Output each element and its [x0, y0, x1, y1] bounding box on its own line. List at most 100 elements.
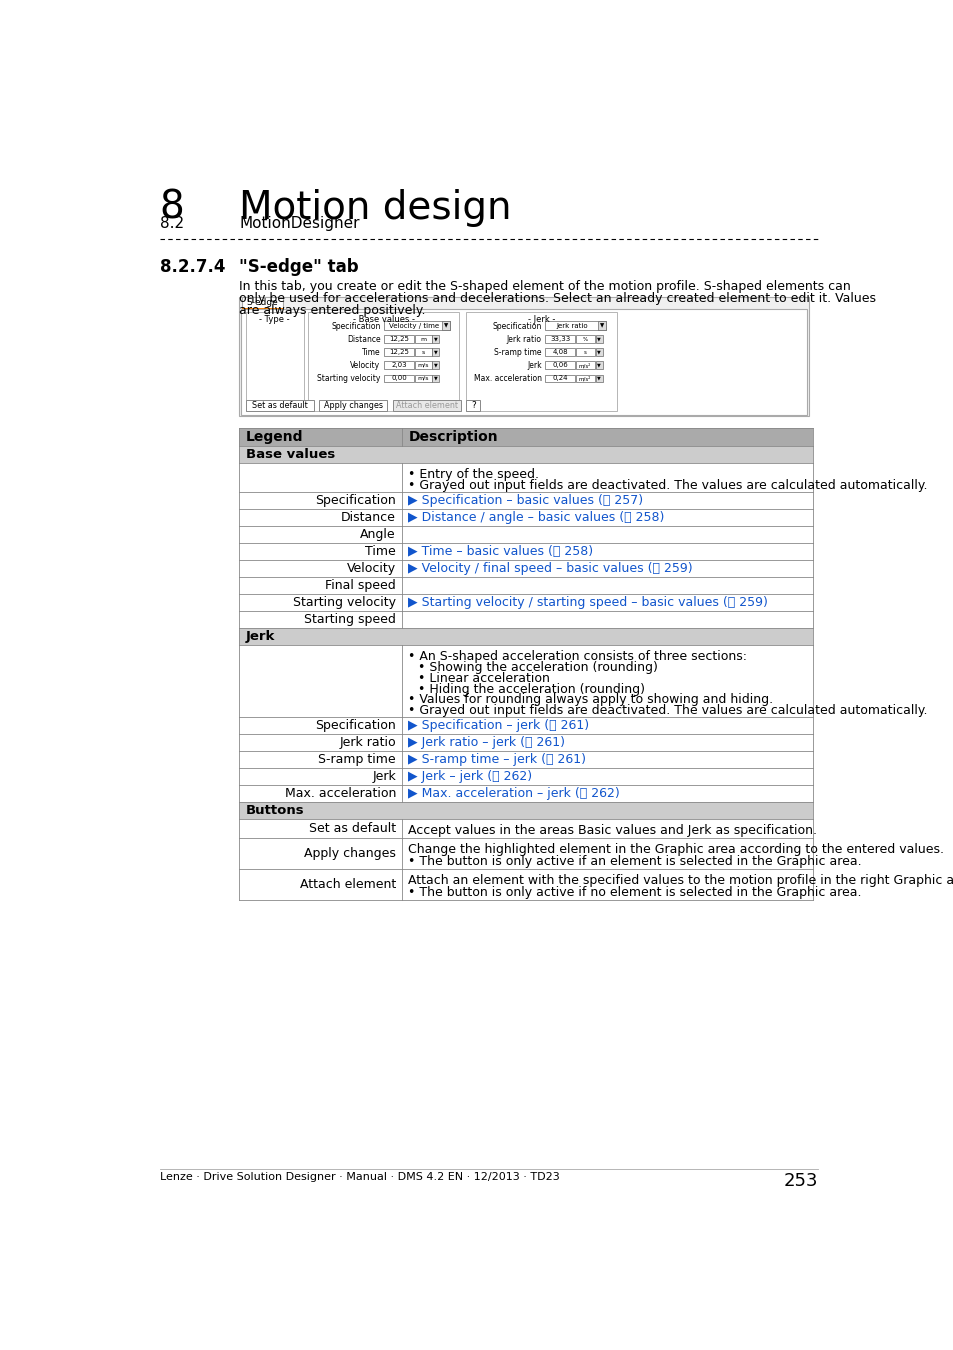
Bar: [432, 335, 439, 343]
Bar: [239, 509, 812, 526]
Bar: [415, 348, 431, 356]
Bar: [242, 308, 282, 309]
Text: ▶ Time – basic values (⎙ 258): ▶ Time – basic values (⎙ 258): [408, 545, 593, 558]
Bar: [384, 335, 414, 343]
Text: S-edge: S-edge: [247, 298, 278, 308]
Bar: [239, 734, 812, 751]
Bar: [242, 297, 282, 309]
Text: S-ramp time: S-ramp time: [318, 753, 395, 765]
Text: Set as default: Set as default: [252, 401, 307, 410]
Bar: [596, 374, 602, 382]
Text: Jerk ratio: Jerk ratio: [557, 323, 588, 329]
Text: S-ramp time: S-ramp time: [494, 348, 541, 356]
Bar: [415, 335, 431, 343]
Text: m/s: m/s: [416, 375, 428, 381]
Text: • The button is only active if no element is selected in the Graphic area.: • The button is only active if no elemen…: [408, 886, 861, 899]
Bar: [575, 348, 595, 356]
Bar: [245, 400, 314, 410]
Text: MotionDesigner: MotionDesigner: [239, 216, 359, 231]
Text: ▼: ▼: [433, 350, 436, 355]
Bar: [245, 312, 303, 412]
Bar: [239, 838, 812, 869]
Bar: [239, 612, 812, 628]
Text: Specification: Specification: [492, 321, 541, 331]
Text: ▶ Distance / angle – basic values (⎙ 258): ▶ Distance / angle – basic values (⎙ 258…: [408, 512, 664, 524]
Text: • Grayed out input fields are deactivated. The values are calculated automatical: • Grayed out input fields are deactivate…: [408, 479, 927, 493]
Bar: [241, 309, 806, 414]
Bar: [239, 428, 812, 446]
Text: Time: Time: [365, 545, 395, 558]
Text: Base values: Base values: [245, 448, 335, 462]
Bar: [239, 526, 812, 543]
Text: ▼: ▼: [444, 324, 448, 328]
Bar: [384, 321, 450, 329]
Bar: [545, 362, 575, 369]
Bar: [432, 348, 439, 356]
Text: • The button is only active if an element is selected in the Graphic area.: • The button is only active if an elemen…: [408, 855, 862, 868]
Text: 33,33: 33,33: [550, 336, 570, 342]
Text: - Jerk -: - Jerk -: [527, 316, 555, 324]
Text: Apply changes: Apply changes: [304, 846, 395, 860]
Text: Attach element: Attach element: [395, 401, 457, 410]
Bar: [598, 321, 605, 329]
Bar: [239, 784, 812, 802]
Text: • Entry of the speed.: • Entry of the speed.: [408, 468, 538, 482]
Text: • Grayed out input fields are deactivated. The values are calculated automatical: • Grayed out input fields are deactivate…: [408, 705, 927, 717]
Text: Jerk: Jerk: [245, 630, 274, 643]
Bar: [415, 374, 431, 382]
Bar: [239, 645, 812, 717]
Text: ▼: ▼: [597, 363, 600, 367]
Text: 253: 253: [783, 1172, 818, 1191]
Text: Accept values in the areas Basic values and Jerk as specification.: Accept values in the areas Basic values …: [408, 825, 817, 837]
Bar: [384, 374, 414, 382]
Text: Max. acceleration: Max. acceleration: [284, 787, 395, 801]
Text: s: s: [583, 350, 586, 355]
Bar: [239, 869, 812, 899]
Text: Attach an element with the specified values to the motion profile in the right G: Attach an element with the specified val…: [408, 875, 953, 887]
Bar: [545, 335, 575, 343]
Text: Buttons: Buttons: [245, 803, 304, 817]
Text: 2,03: 2,03: [391, 362, 406, 369]
Text: Velocity: Velocity: [350, 360, 380, 370]
Text: • Values for rounding always apply to showing and hiding.: • Values for rounding always apply to sh…: [408, 694, 773, 706]
Text: 8.2: 8.2: [159, 216, 184, 231]
Bar: [239, 297, 808, 416]
Text: ?: ?: [471, 401, 476, 410]
Text: "S-edge" tab: "S-edge" tab: [239, 258, 358, 277]
Bar: [384, 362, 414, 369]
Bar: [239, 560, 812, 576]
Text: ▶ Max. acceleration – jerk (⎙ 262): ▶ Max. acceleration – jerk (⎙ 262): [408, 787, 619, 801]
Bar: [575, 362, 595, 369]
Text: ▶ Jerk – jerk (⎙ 262): ▶ Jerk – jerk (⎙ 262): [408, 769, 532, 783]
Text: Final speed: Final speed: [325, 579, 395, 593]
Text: m: m: [419, 336, 426, 342]
Text: ▼: ▼: [433, 336, 436, 342]
Text: Jerk: Jerk: [372, 769, 395, 783]
Text: 0,00: 0,00: [391, 375, 407, 381]
Text: Velocity / time: Velocity / time: [388, 323, 438, 329]
Text: ▶ Velocity / final speed – basic values (⎙ 259): ▶ Velocity / final speed – basic values …: [408, 562, 692, 575]
Text: ▼: ▼: [597, 336, 600, 342]
Bar: [239, 594, 812, 612]
Text: Lenze · Drive Solution Designer · Manual · DMS 4.2 EN · 12/2013 · TD23: Lenze · Drive Solution Designer · Manual…: [159, 1172, 558, 1183]
Bar: [239, 751, 812, 768]
Bar: [393, 400, 460, 410]
Bar: [442, 321, 450, 329]
Bar: [596, 335, 602, 343]
Text: s: s: [421, 350, 424, 355]
Bar: [239, 446, 812, 463]
Text: Specification: Specification: [314, 720, 395, 732]
Text: Velocity: Velocity: [347, 562, 395, 575]
Text: Jerk: Jerk: [526, 360, 541, 370]
Text: 8: 8: [159, 189, 184, 227]
Text: Change the highlighted element in the Graphic area according to the entered valu: Change the highlighted element in the Gr…: [408, 844, 943, 856]
Text: ▶ Jerk ratio – jerk (⎙ 261): ▶ Jerk ratio – jerk (⎙ 261): [408, 736, 565, 749]
Bar: [239, 463, 812, 493]
Text: %: %: [582, 336, 587, 342]
Text: m/s²: m/s²: [578, 375, 591, 381]
Bar: [545, 321, 605, 329]
Text: ▶ S-ramp time – jerk (⎙ 261): ▶ S-ramp time – jerk (⎙ 261): [408, 753, 586, 765]
Text: Specification: Specification: [314, 494, 395, 508]
Text: Max. acceleration: Max. acceleration: [473, 374, 541, 383]
Text: 12,25: 12,25: [389, 350, 409, 355]
